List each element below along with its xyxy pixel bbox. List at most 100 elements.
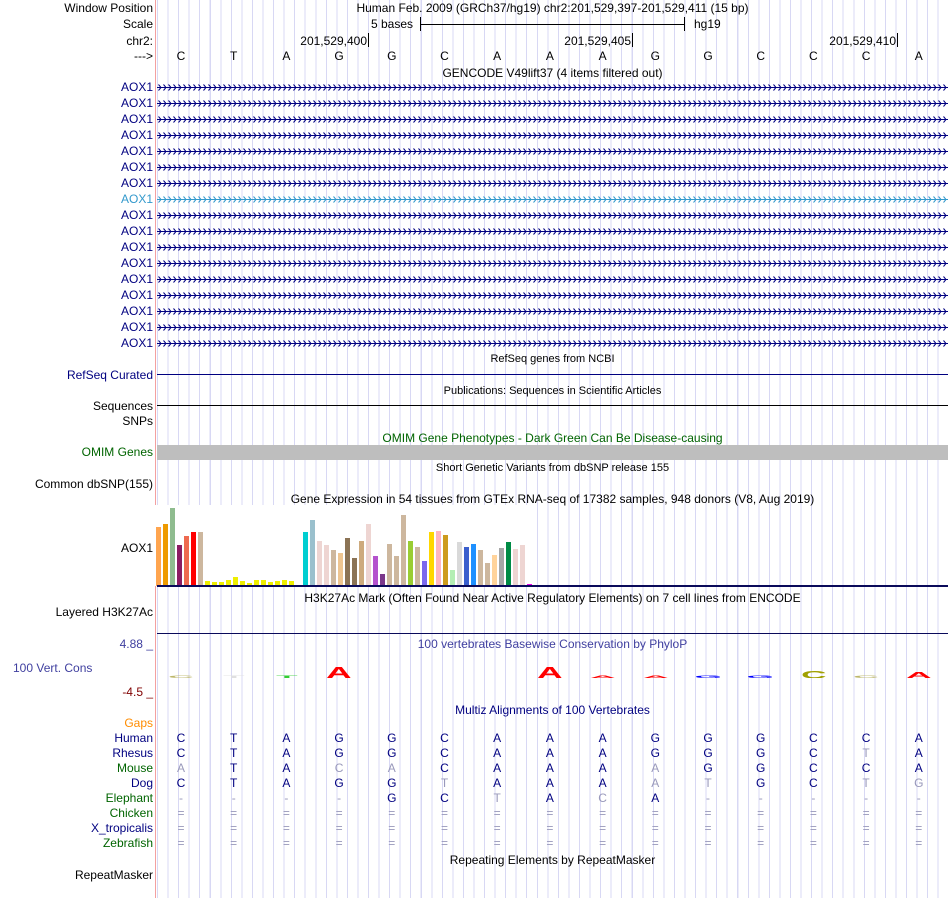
gtex-bar[interactable] — [317, 541, 322, 586]
gene-model[interactable] — [157, 339, 948, 348]
publications-line[interactable] — [157, 405, 948, 406]
gene-label[interactable]: AOX1 — [120, 336, 153, 350]
gtex-bar[interactable] — [450, 570, 455, 586]
phylop-label[interactable]: 100 Vert. Cons — [13, 661, 93, 675]
gtex-bar[interactable] — [478, 550, 483, 586]
gtex-bar[interactable] — [345, 538, 350, 586]
gtex-bar[interactable] — [156, 527, 161, 586]
gtex-bar[interactable] — [422, 561, 427, 586]
gene-model[interactable] — [157, 131, 948, 140]
gtex-bar[interactable] — [506, 542, 511, 586]
gene-label[interactable]: AOX1 — [120, 144, 153, 158]
gene-label[interactable]: AOX1 — [120, 192, 153, 206]
gtex-bar[interactable] — [485, 563, 490, 586]
gtex-bar[interactable] — [226, 580, 231, 586]
gtex-bar[interactable] — [366, 524, 371, 586]
gtex-bar[interactable] — [492, 555, 497, 586]
gtex-bar[interactable] — [282, 580, 287, 586]
gtex-label[interactable]: AOX1 — [120, 541, 153, 555]
gene-model[interactable] — [157, 195, 948, 204]
gtex-bar[interactable] — [261, 580, 266, 586]
gene-model[interactable] — [157, 211, 948, 220]
h3k27ac-label[interactable]: Layered H3K27Ac — [55, 605, 153, 619]
gene-model[interactable] — [157, 99, 948, 108]
gtex-bar[interactable] — [464, 547, 469, 586]
gtex-bar[interactable] — [310, 520, 315, 586]
gtex-bar[interactable] — [513, 549, 518, 586]
gtex-bar[interactable] — [359, 541, 364, 586]
refseq-label[interactable]: RefSeq Curated — [66, 368, 153, 382]
gene-label[interactable]: AOX1 — [120, 304, 153, 318]
snps-label[interactable]: SNPs — [122, 414, 153, 428]
gtex-bar[interactable] — [177, 545, 182, 586]
gene-model[interactable] — [157, 115, 948, 124]
species-label[interactable]: Human — [114, 731, 153, 745]
gene-model[interactable] — [157, 163, 948, 172]
gtex-bar[interactable] — [170, 508, 175, 586]
gtex-bar[interactable] — [240, 581, 245, 586]
gene-label[interactable]: AOX1 — [120, 272, 153, 286]
gene-model[interactable] — [157, 227, 948, 236]
gene-label[interactable]: AOX1 — [120, 160, 153, 174]
gene-model[interactable] — [157, 291, 948, 300]
species-label[interactable]: Mouse — [116, 761, 153, 775]
gtex-bar[interactable] — [429, 532, 434, 586]
gtex-bar[interactable] — [212, 582, 217, 586]
gtex-bar[interactable] — [443, 535, 448, 586]
gtex-bar[interactable] — [289, 581, 294, 586]
gtex-bar[interactable] — [233, 577, 238, 586]
gtex-bar[interactable] — [352, 558, 357, 586]
gene-label[interactable]: AOX1 — [120, 128, 153, 142]
gene-label[interactable]: AOX1 — [120, 320, 153, 334]
gtex-bar[interactable] — [205, 581, 210, 586]
gtex-bar[interactable] — [401, 515, 406, 586]
gene-model[interactable] — [157, 275, 948, 284]
gtex-bar[interactable] — [408, 541, 413, 586]
gtex-bar[interactable] — [436, 531, 441, 586]
gtex-bar[interactable] — [520, 545, 525, 586]
gtex-bar[interactable] — [338, 553, 343, 586]
species-label[interactable]: Rhesus — [112, 746, 153, 760]
gtex-bar[interactable] — [373, 556, 378, 586]
omim-bar[interactable] — [157, 445, 948, 460]
gtex-bar[interactable] — [499, 548, 504, 586]
gtex-bar[interactable] — [415, 547, 420, 586]
gene-model[interactable] — [157, 179, 948, 188]
gtex-bar[interactable] — [394, 556, 399, 586]
gene-model[interactable] — [157, 147, 948, 156]
gtex-bar[interactable] — [184, 536, 189, 586]
gtex-bar[interactable] — [303, 532, 308, 586]
gtex-bar[interactable] — [457, 542, 462, 586]
gene-model[interactable] — [157, 259, 948, 268]
species-label[interactable]: Dog — [130, 776, 153, 790]
gtex-bar[interactable] — [471, 544, 476, 586]
refseq-gene-line[interactable] — [157, 374, 948, 375]
omim-label[interactable]: OMIM Genes — [81, 445, 153, 459]
gene-label[interactable]: AOX1 — [120, 256, 153, 270]
repeatmasker-label[interactable]: RepeatMasker — [74, 868, 153, 882]
gtex-bar[interactable] — [198, 532, 203, 586]
gene-label[interactable]: AOX1 — [120, 240, 153, 254]
gene-model[interactable] — [157, 323, 948, 332]
gtex-bar[interactable] — [331, 550, 336, 586]
gtex-bar[interactable] — [324, 545, 329, 586]
gtex-bar[interactable] — [275, 581, 280, 586]
gtex-bar[interactable] — [163, 524, 168, 586]
gtex-bar[interactable] — [254, 580, 259, 586]
species-label[interactable]: X_tropicalis — [90, 821, 153, 835]
species-label[interactable]: Chicken — [109, 806, 153, 820]
gtex-bar[interactable] — [191, 532, 196, 586]
gene-model[interactable] — [157, 307, 948, 316]
gtex-bar[interactable] — [247, 583, 252, 586]
gtex-bar[interactable] — [387, 544, 392, 586]
gene-label[interactable]: AOX1 — [120, 208, 153, 222]
gene-label[interactable]: AOX1 — [120, 224, 153, 238]
species-label[interactable]: Elephant — [105, 791, 153, 805]
gtex-chart[interactable] — [155, 505, 535, 586]
gene-label[interactable]: AOX1 — [120, 176, 153, 190]
gene-model[interactable] — [157, 243, 948, 252]
gene-label[interactable]: AOX1 — [120, 80, 153, 94]
gtex-bar[interactable] — [380, 574, 385, 586]
gene-label[interactable]: AOX1 — [120, 288, 153, 302]
dbsnp-label[interactable]: Common dbSNP(155) — [34, 477, 153, 491]
